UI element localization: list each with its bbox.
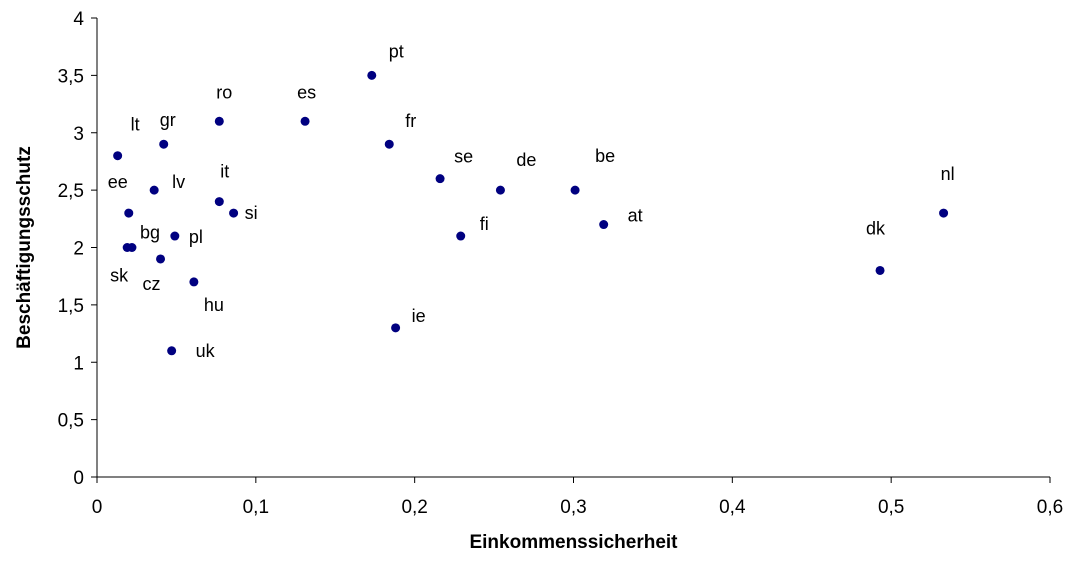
x-tick-label: 0,5 (878, 497, 904, 518)
data-point-uk (167, 346, 177, 356)
data-point-se (435, 174, 445, 184)
data-point-de (495, 185, 505, 195)
point-label-uk: uk (196, 341, 216, 361)
data-point-lt (113, 151, 123, 161)
data-point-ro (214, 116, 224, 126)
x-tick-label: 0,4 (719, 497, 746, 518)
x-tick-label: 0 (92, 497, 103, 518)
point-label-lv: lv (172, 172, 185, 192)
data-point-bg (127, 243, 137, 252)
x-tick-label: 0,2 (401, 497, 427, 518)
y-tick-label: 0 (73, 468, 84, 489)
x-ticks: 0 0,1 0,2 0,3 0,4 0,5 0,6 (92, 477, 1063, 518)
x-tick-label: 0,1 (243, 497, 269, 518)
data-point-es (300, 116, 310, 126)
data-point-fr (384, 139, 394, 149)
axes (96, 18, 1050, 478)
point-label-be: be (595, 146, 615, 166)
data-point-pl (170, 231, 180, 241)
point-label-se: se (454, 147, 473, 167)
point-label-fr: fr (405, 111, 416, 131)
data-point-gr (159, 139, 169, 149)
point-label-it: it (220, 162, 229, 182)
point-label-fi: fi (480, 214, 489, 234)
data-point-cz (156, 254, 166, 264)
data-point-dk (875, 265, 885, 275)
y-axis-title: Beschäftigungsschutz (14, 146, 35, 349)
data-point-it (214, 197, 224, 207)
data-point-hu (189, 277, 199, 287)
y-tick-label: 1,5 (58, 296, 84, 317)
data-point-ee (124, 208, 134, 218)
point-label-gr: gr (160, 110, 176, 130)
point-label-pl: pl (189, 227, 203, 247)
data-point-fi (456, 231, 466, 241)
point-label-de: de (516, 150, 536, 170)
y-tick-label: 4 (73, 9, 84, 30)
point-label-cz: cz (143, 274, 161, 294)
y-tick-label: 0,5 (58, 411, 84, 432)
point-label-dk: dk (866, 218, 886, 238)
point-label-lt: lt (131, 115, 140, 135)
x-tick-label: 0,3 (560, 497, 586, 518)
point-label-si: si (245, 203, 258, 223)
y-tick-label: 3,5 (58, 66, 84, 87)
data-points (113, 70, 949, 356)
y-tick-label: 2,5 (58, 181, 84, 202)
y-tick-label: 2 (73, 239, 84, 260)
data-point-pt (367, 70, 377, 80)
data-point-si (229, 208, 239, 218)
y-ticks: 0 0,5 1 1,5 2 2,5 3 3,5 4 (58, 9, 97, 489)
y-tick-label: 3 (73, 124, 84, 145)
point-label-bg: bg (140, 223, 160, 243)
point-label-ee: ee (108, 172, 128, 192)
point-label-ro: ro (216, 82, 232, 102)
data-point-ie (391, 323, 401, 333)
data-point-be (570, 185, 580, 195)
data-point-nl (939, 208, 949, 218)
point-label-nl: nl (941, 164, 955, 184)
point-label-sk: sk (110, 266, 129, 286)
x-axis-title: Einkommenssicherheit (469, 532, 678, 553)
data-point-lv (149, 185, 159, 195)
data-point-at (599, 220, 609, 230)
point-label-hu: hu (204, 295, 224, 315)
point-label-at: at (628, 206, 643, 226)
y-tick-label: 1 (73, 353, 84, 374)
x-tick-label: 0,6 (1037, 497, 1063, 518)
point-label-es: es (297, 82, 316, 102)
point-label-ie: ie (412, 306, 426, 326)
point-labels: pt ro es gr fr lt se lv de be it ee si nl at pl fi sk bg cz… (108, 41, 955, 360)
point-label-pt: pt (389, 41, 404, 61)
